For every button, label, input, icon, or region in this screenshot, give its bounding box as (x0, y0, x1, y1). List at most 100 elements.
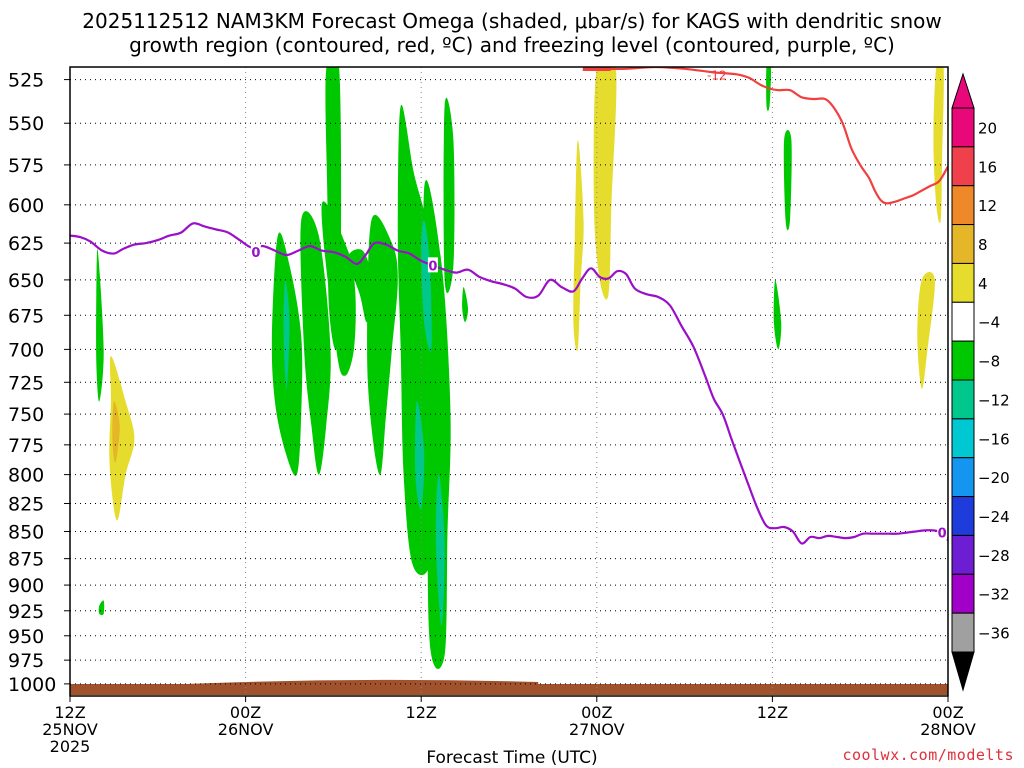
omega-region-8-2 (112, 401, 120, 463)
y-tick-label: 900 (8, 575, 44, 597)
grid-layer (70, 67, 948, 696)
x-tick-label: 2025 (50, 737, 91, 756)
freezing-level-line (70, 222, 948, 545)
dendritic-growth-line (596, 67, 948, 205)
colorbar-swatch (951, 224, 975, 264)
colorbar-swatch (951, 146, 975, 187)
y-tick-label: 750 (8, 404, 44, 426)
omega-region-4-23 (917, 272, 935, 389)
colorbar-swatch (951, 612, 975, 653)
omega-region--4-12 (443, 97, 455, 294)
colorbar-label: −20 (978, 469, 1010, 487)
x-tick-label: 25NOV (42, 720, 98, 739)
y-tick-label: 1000 (8, 674, 56, 696)
omega-region--4-17 (462, 287, 469, 323)
y-tick-label: 925 (8, 601, 44, 623)
freezing-level-label: 0 (251, 246, 260, 261)
y-tick-label: 525 (8, 70, 44, 92)
y-tick-label: 825 (8, 493, 44, 515)
colorbar-swatch (951, 301, 975, 342)
colorbar-swatch (951, 418, 975, 459)
omega-region--8-16 (435, 474, 445, 626)
freezing-level-label: 0 (428, 259, 437, 274)
colorbar-swatch (951, 340, 975, 381)
colorbar-swatch (951, 457, 975, 498)
colorbar-label: −28 (978, 547, 1010, 565)
credit-text: coolwx.com/modelts (842, 746, 1014, 764)
freezing-level-label: 0 (938, 527, 947, 542)
colorbar-label: 12 (978, 197, 997, 215)
y-tick-label: 775 (8, 435, 44, 457)
colorbar-label: −12 (978, 391, 1010, 409)
chart-title-line-2: growth region (contoured, red, ºC) and f… (129, 33, 895, 57)
colorbar-label: −16 (978, 430, 1010, 448)
omega-region--8-14 (421, 220, 432, 352)
x-tick-label: 12Z (54, 703, 85, 722)
omega-shading-layer (96, 67, 944, 669)
y-tick-label: 800 (8, 465, 44, 487)
colorbar-label: −4 (978, 314, 1000, 332)
y-tick-label: 975 (8, 650, 44, 672)
x-tick-label: 12Z (757, 703, 788, 722)
freezing-label-bg (427, 257, 438, 273)
colorbar-swatch (951, 496, 975, 536)
colorbar-top-arrow (951, 72, 975, 109)
chart-title-line-1: 2025112512 NAM3KM Forecast Omega (shaded… (82, 9, 942, 33)
colorbar-label: −24 (978, 508, 1010, 526)
colorbar-label: −32 (978, 586, 1010, 604)
x-tick-label: 26NOV (218, 720, 274, 739)
colorbar: 20 16 12 8 4 −4 −8 −12 −16 −20 −24 −28 −32 −36 (951, 72, 1010, 692)
omega-region--4-5 (300, 211, 331, 475)
x-tick-label: 00Z (581, 703, 612, 722)
colorbar-label: 16 (978, 158, 997, 176)
y-tick-label: 675 (8, 305, 44, 327)
omega-region--4-9 (367, 214, 398, 475)
y-tick-label: 650 (8, 270, 44, 292)
colorbar-label: −36 (978, 625, 1010, 643)
plot-border (69, 66, 949, 697)
plot-frame (69, 66, 949, 697)
omega-region--8-13 (283, 279, 290, 389)
y-tick-label: 625 (8, 233, 44, 255)
colorbar-swatch (951, 379, 975, 420)
x-tick-label: 00Z (230, 703, 261, 722)
y-tick-label: 725 (8, 372, 44, 394)
x-axis-title: Forecast Time (UTC) (426, 748, 598, 768)
y-tick-label: 575 (8, 155, 44, 177)
omega-region--4-21 (773, 279, 782, 350)
omega-region--4-20 (783, 130, 792, 231)
x-tick-label: 12Z (406, 703, 437, 722)
dendritic-top-segment (582, 67, 611, 71)
x-tick-label: 27NOV (569, 720, 625, 739)
colorbar-label: 20 (978, 119, 997, 137)
y-tick-label: 875 (8, 549, 44, 571)
y-tick-label: 700 (8, 339, 44, 361)
omega-region-4-1 (109, 356, 135, 521)
colorbar-swatch (951, 534, 975, 575)
colorbar-swatch (951, 262, 975, 303)
ground-bump (187, 679, 539, 686)
omega-region-4-24 (933, 67, 944, 224)
y-tick-label: 550 (8, 113, 44, 135)
y-tick-label: 950 (8, 626, 44, 648)
omega-region-4-19 (593, 67, 617, 300)
freezing-label-bg (937, 524, 948, 540)
omega-region-4-18 (573, 140, 584, 352)
colorbar-swatch (951, 107, 975, 148)
x-tick-label: 00Z (932, 703, 963, 722)
dendritic-label: -12 (707, 68, 727, 82)
omega-region--4-7 (321, 201, 356, 376)
freezing-label-bg (250, 244, 261, 260)
colorbar-swatch (951, 573, 975, 614)
omega-region--4-3 (98, 600, 105, 616)
y-axis: 525 550 575 600 625 650 675 700 725 750 775 800 825 8… (8, 70, 70, 696)
ground-strip (70, 684, 948, 695)
colorbar-label: −8 (978, 353, 1000, 371)
colorbar-label: 8 (978, 236, 988, 254)
colorbar-swatch (951, 185, 975, 226)
ground-layer (70, 679, 948, 695)
omega-region--8-15 (415, 401, 425, 510)
x-tick-label: 28NOV (920, 720, 976, 739)
